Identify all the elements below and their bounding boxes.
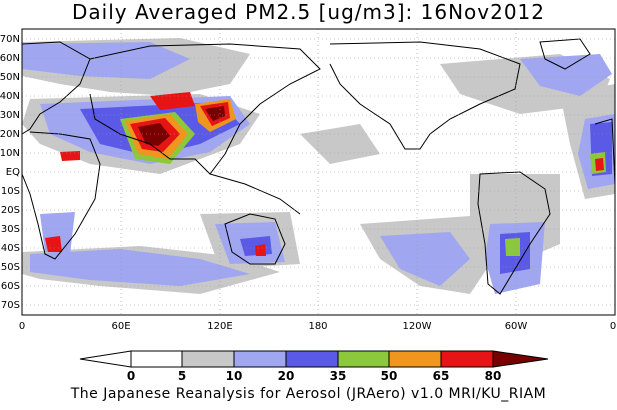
lat-label: 20N [0, 129, 20, 140]
colorbar-label: 0 [127, 369, 135, 383]
colorbar-label: 35 [330, 369, 347, 383]
latitude-labels: 70N 60N 50N 40N 30N 20N 10N EQ 10S 20S 3… [0, 34, 20, 311]
colorbar-segment [233, 350, 287, 368]
lon-label: 180 [308, 321, 327, 332]
map-frame [21, 28, 616, 316]
lat-label: 60N [0, 53, 20, 64]
colorbar-arrow-right [492, 350, 549, 368]
colorbar-segment [130, 350, 183, 368]
longitude-labels: 0 60E 120E 180 120W 60W 0 [19, 321, 616, 332]
lat-label: 60S [1, 281, 20, 292]
lat-label: 50S [1, 262, 20, 273]
lat-label: 30N [0, 110, 20, 121]
colorbar-label: 5 [178, 369, 186, 383]
colorbar-label: 10 [226, 369, 243, 383]
gridlines [22, 29, 615, 315]
lat-label: 30S [1, 224, 20, 235]
lon-label: 60W [505, 321, 528, 332]
pm25-field [22, 38, 615, 294]
lon-label: 120W [403, 321, 432, 332]
colorbar-segment [337, 350, 390, 368]
colorbar-label: 65 [433, 369, 450, 383]
colorbar-segment [388, 350, 442, 368]
lat-label: 70N [0, 34, 20, 45]
colorbar: 0 5 10 20 35 50 65 80 [79, 350, 549, 383]
lat-label: 20S [1, 205, 20, 216]
colorbar-label: 50 [381, 369, 398, 383]
lon-label: 60E [111, 321, 130, 332]
lon-label: 0 [19, 321, 25, 332]
pm25-map: 70N 60N 50N 40N 30N 20N 10N EQ 10S 20S 3… [0, 28, 616, 383]
lat-label: 50N [0, 72, 20, 83]
colorbar-arrow-left [79, 350, 132, 368]
lat-label: 40N [0, 91, 20, 102]
map-title: Daily Averaged PM2.5 [ug/m3]: 16Nov2012 [71, 0, 546, 24]
lat-label: 10S [1, 186, 20, 197]
lat-label: EQ [6, 167, 20, 178]
coastlines [21, 38, 616, 295]
lon-label: 0 [610, 321, 616, 332]
colorbar-segment [440, 350, 494, 368]
lon-label: 120E [207, 321, 232, 332]
lat-label: 70S [1, 300, 20, 311]
colorbar-label: 80 [485, 369, 502, 383]
credit-line: The Japanese Reanalysis for Aerosol (JRA… [70, 386, 547, 402]
lat-label: 40S [1, 243, 20, 254]
colorbar-label: 20 [278, 369, 295, 383]
colorbar-segment [285, 350, 339, 368]
lat-label: 10N [0, 148, 20, 159]
colorbar-segment [181, 350, 235, 368]
